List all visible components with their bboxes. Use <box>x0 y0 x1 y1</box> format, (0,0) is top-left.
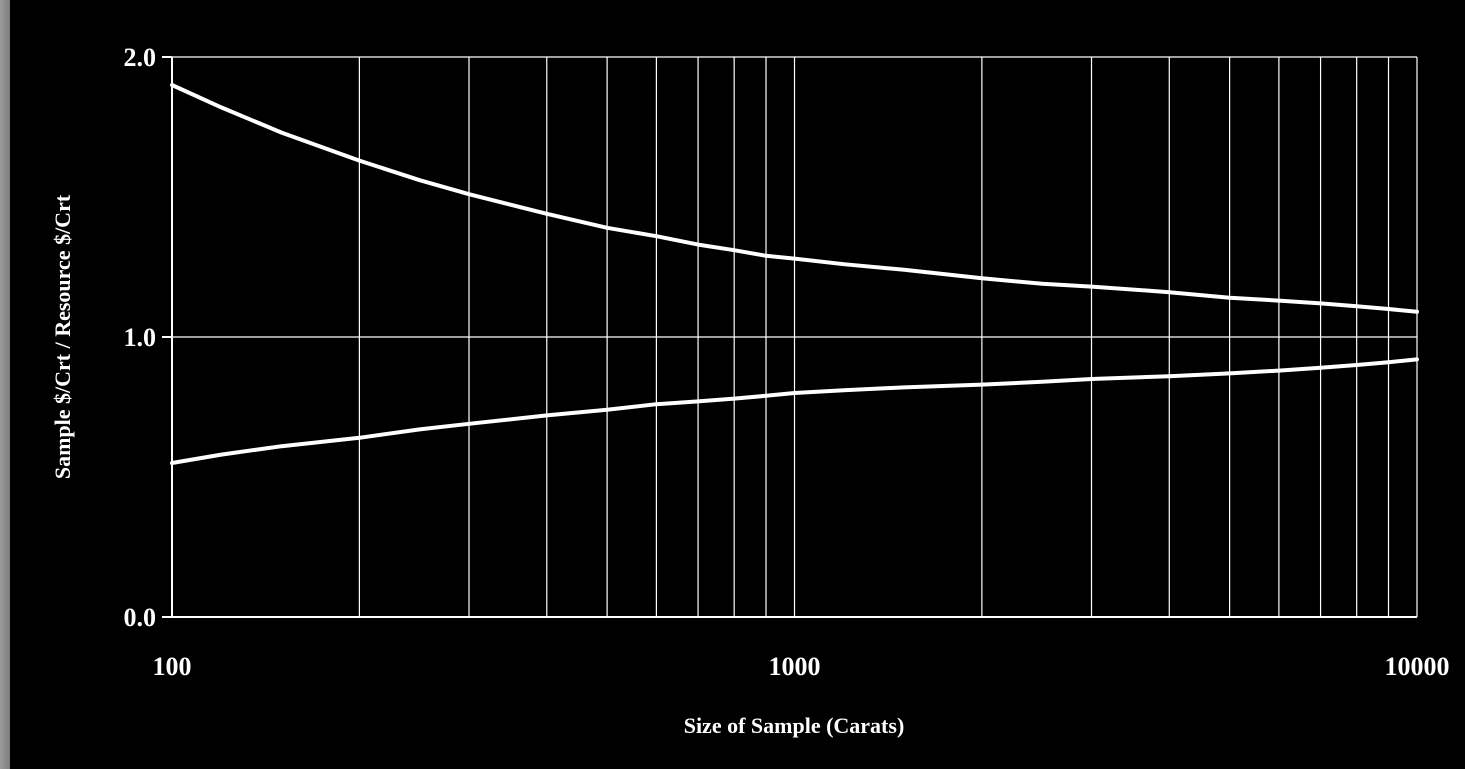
x-tick-label: 10000 <box>1385 652 1450 681</box>
y-tick-label: 2.0 <box>124 43 157 72</box>
y-tick-label: 0.0 <box>124 603 157 632</box>
axes <box>162 56 1417 618</box>
y-axis-title: Sample $/Crt / Resource $/Crt <box>50 194 75 479</box>
x-tick-label: 1000 <box>769 652 821 681</box>
series-line-upper <box>170 83 1419 314</box>
x-axis-title: Size of Sample (Carats) <box>684 713 905 738</box>
series-line-lower <box>170 357 1419 465</box>
tick-labels: 0.0 1.0 2.0 100 1000 10000 <box>124 43 1450 681</box>
x-tick-label: 100 <box>153 652 192 681</box>
y-tick-label: 1.0 <box>124 323 157 352</box>
grid-lines <box>171 56 1418 618</box>
series-group <box>170 83 1419 465</box>
